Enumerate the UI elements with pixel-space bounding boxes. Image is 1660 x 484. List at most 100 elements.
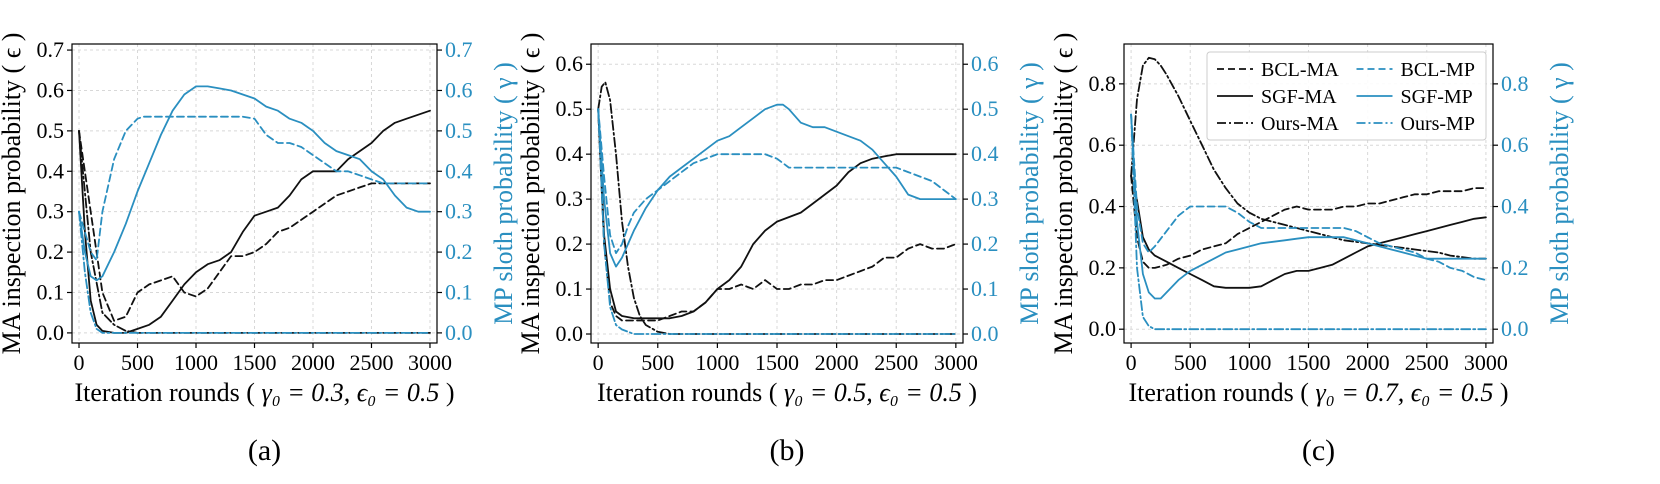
y-tick-label: 0.6 bbox=[1089, 132, 1117, 157]
y-tick-label: 0.1 bbox=[556, 276, 584, 301]
x-tick-label: 2000 bbox=[1346, 350, 1390, 375]
x-axis-label: Iteration rounds ( γ₀ = 0.7, ϵ₀ = 0.5 ) bbox=[1128, 378, 1508, 407]
series-line-ours-mp bbox=[597, 108, 957, 335]
y-right-axis-label-part: ( γ ) bbox=[1545, 62, 1574, 110]
x-tick-label: 1000 bbox=[1227, 350, 1271, 375]
y-right-tick-label: 0.4 bbox=[1501, 194, 1529, 219]
y-right-tick-label: 0.6 bbox=[971, 51, 999, 76]
y-right-axis-label-part: MP sloth probability bbox=[1545, 111, 1574, 325]
y-right-axis-label-part: MP sloth probability bbox=[1015, 111, 1044, 325]
x-axis-label-part: ) bbox=[962, 378, 977, 407]
x-tick-label: 2000 bbox=[815, 350, 859, 375]
x-axis-label-part: Iteration rounds ( bbox=[74, 378, 255, 407]
legend-entry-label: BCL-MA bbox=[1261, 59, 1339, 81]
y-tick-label: 0.2 bbox=[556, 231, 584, 256]
series-line-sgf-mp bbox=[1130, 113, 1487, 300]
x-axis-label: Iteration rounds ( γ₀ = 0.5, ϵ₀ = 0.5 ) bbox=[597, 378, 977, 407]
y-right-tick-label: 0.0 bbox=[971, 321, 999, 346]
x-tick-label: 3000 bbox=[1464, 350, 1508, 375]
series-line-sgf-ma bbox=[597, 108, 957, 320]
legend: BCL-MA BCL-MP SGF-MA SGF-MP Ours-MA Ours-MP bbox=[1206, 51, 1487, 141]
y-right-tick-label: 0.3 bbox=[445, 199, 473, 224]
y-tick-label: 0.7 bbox=[37, 37, 65, 62]
x-axis-label: Iteration rounds ( γ₀ = 0.3, ϵ₀ = 0.5 ) bbox=[74, 378, 454, 407]
y-right-tick-label: 0.4 bbox=[971, 141, 999, 166]
y-right-tick-label: 0.6 bbox=[1501, 132, 1529, 157]
series-line-bcl-ma bbox=[597, 108, 957, 322]
panel-b: 0 500 1000 1500 2000 2500 3000 0.0 0.1 0.2 0.3 0.4 0… bbox=[516, 33, 1044, 467]
x-tick-label: 2000 bbox=[291, 350, 335, 375]
y-axis-label-part: ( ϵ ) bbox=[1049, 33, 1078, 80]
y-right-axis-label: MP sloth probability ( γ ) bbox=[489, 62, 518, 325]
y-axis-label-part: ( ϵ ) bbox=[0, 33, 26, 80]
panel-label: (b) bbox=[770, 434, 805, 467]
y-tick-label: 0.8 bbox=[1089, 71, 1117, 96]
series-line-bcl-mp bbox=[597, 108, 957, 254]
x-tick-label: 1500 bbox=[233, 350, 277, 375]
series-line-bcl-ma bbox=[1130, 175, 1487, 269]
y-right-axis-label-part: ( γ ) bbox=[1015, 62, 1044, 110]
y-axis-label-part: MA inspection probability bbox=[1049, 80, 1078, 354]
x-tick-label: 2500 bbox=[874, 350, 918, 375]
panel-label: (c) bbox=[1302, 434, 1335, 467]
y-right-tick-label: 0.2 bbox=[971, 231, 999, 256]
y-tick-label: 0.0 bbox=[556, 321, 584, 346]
y-tick-label: 0.3 bbox=[37, 199, 65, 224]
x-tick-label: 0 bbox=[593, 350, 604, 375]
y-right-tick-label: 0.0 bbox=[1501, 316, 1529, 341]
x-axis-label-part: ) bbox=[439, 378, 454, 407]
y-right-tick-label: 0.6 bbox=[445, 77, 473, 102]
x-axis-label-part: γ₀ = 0.7, ϵ₀ = 0.5 bbox=[1309, 378, 1493, 407]
y-right-axis-label-part: MP sloth probability bbox=[489, 111, 518, 325]
x-axis-label-part: γ₀ = 0.3, ϵ₀ = 0.5 bbox=[255, 378, 439, 407]
x-tick-label: 2500 bbox=[349, 350, 393, 375]
y-tick-label: 0.4 bbox=[556, 141, 584, 166]
legend-entry-label: SGF-MA bbox=[1261, 86, 1337, 108]
y-right-tick-label: 0.5 bbox=[971, 96, 999, 121]
x-tick-label: 3000 bbox=[408, 350, 452, 375]
y-tick-label: 0.5 bbox=[556, 96, 584, 121]
series-line-sgf-mp bbox=[78, 85, 431, 282]
x-axis-label-part: Iteration rounds ( bbox=[597, 378, 778, 407]
y-axis-label-part: MA inspection probability bbox=[0, 80, 26, 354]
x-axis-label-part: γ₀ = 0.5, ϵ₀ = 0.5 bbox=[777, 378, 961, 407]
y-right-axis-label: MP sloth probability ( γ ) bbox=[1545, 62, 1574, 325]
x-tick-label: 1500 bbox=[755, 350, 799, 375]
y-right-tick-label: 0.5 bbox=[445, 118, 473, 143]
y-axis-label: MA inspection probability ( ϵ ) bbox=[0, 33, 26, 355]
series-line-ours-ma bbox=[1130, 56, 1487, 260]
x-axis-label-part: Iteration rounds ( bbox=[1128, 378, 1309, 407]
series-line-sgf-ma bbox=[1130, 175, 1487, 289]
y-right-tick-label: 0.1 bbox=[971, 276, 999, 301]
series-line-sgf-mp bbox=[597, 103, 957, 268]
x-tick-label: 0 bbox=[74, 350, 85, 375]
y-tick-label: 0.0 bbox=[37, 320, 65, 345]
y-tick-label: 0.6 bbox=[556, 51, 584, 76]
y-axis-label: MA inspection probability ( ϵ ) bbox=[516, 33, 545, 355]
y-tick-label: 0.1 bbox=[37, 279, 65, 304]
y-tick-label: 0.4 bbox=[1089, 194, 1117, 219]
series-line-bcl-mp bbox=[78, 115, 431, 262]
y-right-axis-label: MP sloth probability ( γ ) bbox=[1015, 62, 1044, 325]
y-right-tick-label: 0.3 bbox=[971, 186, 999, 211]
series-line-ours-mp bbox=[78, 210, 431, 334]
y-tick-label: 0.5 bbox=[37, 118, 65, 143]
y-axis-label-part: ( ϵ ) bbox=[516, 33, 545, 80]
x-tick-label: 1000 bbox=[695, 350, 739, 375]
panel-c: 0 500 1000 1500 2000 2500 3000 0.0 0.2 0.4 0.6 0.8 0… bbox=[1049, 33, 1574, 467]
series-line-ours-mp bbox=[1130, 113, 1487, 331]
series-line-sgf-ma bbox=[78, 109, 431, 334]
y-right-tick-label: 0.8 bbox=[1501, 71, 1529, 96]
series-line-bcl-ma bbox=[78, 130, 431, 322]
legend-box bbox=[1206, 51, 1487, 141]
x-tick-label: 500 bbox=[121, 350, 154, 375]
y-right-tick-label: 0.4 bbox=[445, 158, 473, 183]
y-tick-label: 0.4 bbox=[37, 158, 65, 183]
y-axis-label-part: MA inspection probability bbox=[516, 80, 545, 354]
y-right-tick-label: 0.7 bbox=[445, 37, 473, 62]
panel-label: (a) bbox=[248, 434, 281, 467]
legend-entry-label: SGF-MP bbox=[1401, 86, 1473, 108]
x-tick-label: 1500 bbox=[1287, 350, 1331, 375]
y-right-tick-label: 0.2 bbox=[445, 239, 473, 264]
x-tick-label: 500 bbox=[641, 350, 674, 375]
